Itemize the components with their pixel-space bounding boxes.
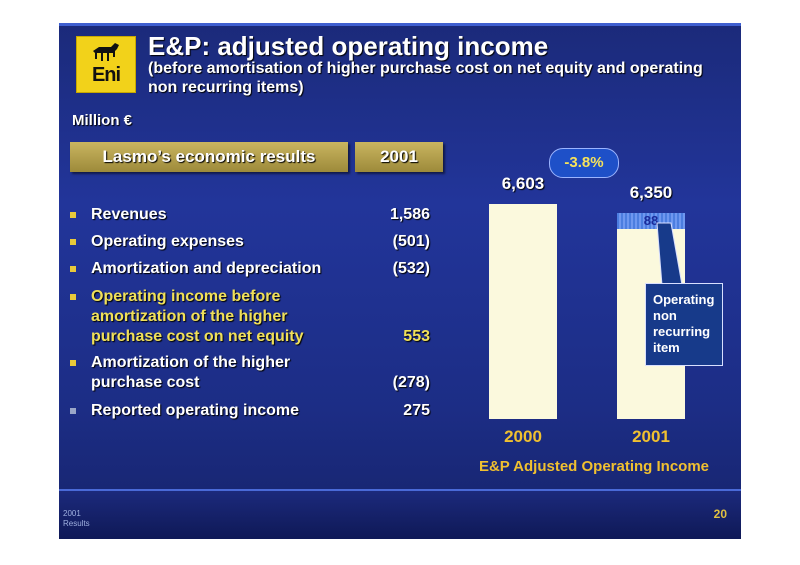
bar-2000 (489, 204, 557, 419)
row-label: Operating income before amortization of … (91, 288, 304, 345)
change-badge: -3.8% (549, 148, 619, 178)
table-header-year: 2001 (355, 142, 443, 172)
row-label: Operating expenses (91, 233, 244, 250)
bullet-icon (70, 360, 76, 366)
x-tick-label: 2001 (632, 427, 670, 446)
row-value: (532) (392, 260, 430, 277)
slide: Eni E&P: adjusted operating income (befo… (59, 23, 741, 539)
row-label: Amortization and depreciation (91, 260, 322, 277)
logo-text: Eni (91, 64, 121, 86)
page-title: E&P: adjusted operating income (148, 31, 549, 61)
bar-value-label: 6,603 (501, 174, 545, 194)
footer: 2001 Results 20 (59, 489, 741, 539)
eni-logo: Eni (76, 36, 136, 93)
footer-meta: 2001 Results (63, 509, 90, 528)
row-value: (501) (392, 233, 430, 250)
bullet-icon (70, 239, 76, 245)
units-label: Million € (72, 112, 132, 129)
row-label: Amortization of the higher purchase cost (91, 354, 291, 391)
row-value: 275 (403, 402, 430, 419)
bullet-icon (70, 212, 76, 218)
row-label: Reported operating income (91, 402, 300, 419)
x-tick-label: 2000 (504, 427, 542, 446)
page-number: 20 (713, 507, 727, 521)
bullet-icon (70, 294, 76, 300)
bar-value-label: 6,350 (629, 182, 673, 202)
row-value: (278) (392, 374, 430, 391)
row-value: 1,586 (389, 206, 430, 223)
bullet-icon (70, 408, 76, 414)
chart-title: E&P Adjusted Operating Income (478, 458, 710, 475)
table-header-label: Lasmo’s economic results (70, 142, 348, 172)
six-legged-dog-icon (93, 43, 119, 61)
callout-non-recurring: Operating non recurring item (645, 283, 723, 366)
row-value: 553 (403, 328, 430, 345)
row-label: Revenues (91, 206, 167, 223)
top-rule (59, 23, 741, 26)
bullet-icon (70, 266, 76, 272)
page-subtitle: (before amortisation of higher purchase … (148, 60, 703, 96)
